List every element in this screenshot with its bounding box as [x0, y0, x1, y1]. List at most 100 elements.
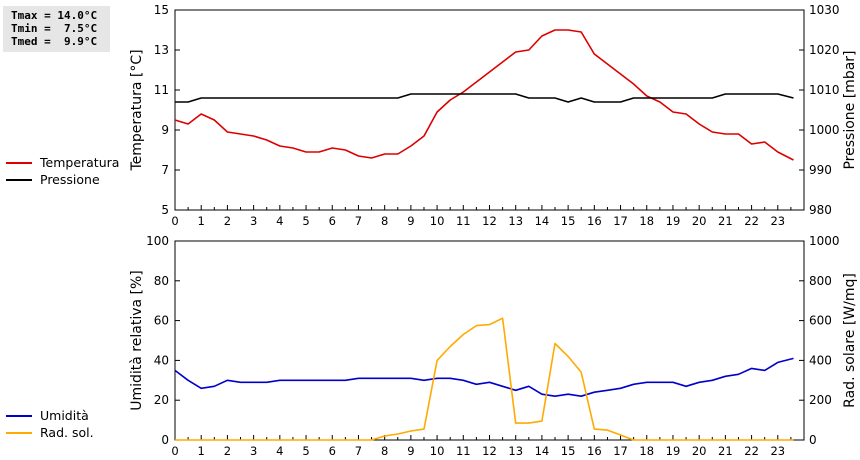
x-tick-label-bottom-9: 9	[407, 444, 414, 458]
x-tick-label-bottom-8: 8	[381, 444, 388, 458]
y-tick-label-left-top-15: 15	[154, 3, 169, 17]
x-tick-label-bottom-15: 15	[561, 444, 576, 458]
x-tick-label-top-13: 13	[508, 214, 523, 228]
y-tick-label-left-bottom-40: 40	[154, 353, 169, 367]
y-axis-title-left-top: Temperatura [°C]	[129, 49, 145, 171]
y-tick-label-left-bottom-60: 60	[154, 314, 169, 328]
y-tick-label-right-bottom-200: 200	[809, 393, 832, 407]
series-line-temperatura	[174, 29, 794, 161]
x-tick-label-bottom-18: 18	[639, 444, 654, 458]
legend-swatch-rad-sol	[6, 431, 32, 434]
x-tick-label-top-21: 21	[718, 214, 733, 228]
x-tick-label-top-2: 2	[224, 214, 231, 228]
legend-label-pressione: Pressione	[40, 172, 100, 187]
x-tick-label-bottom-23: 23	[770, 444, 785, 458]
series-line-umidita	[174, 357, 794, 398]
x-tick-label-top-5: 5	[302, 214, 309, 228]
x-tick-label-bottom-12: 12	[482, 444, 497, 458]
x-tick-label-top-7: 7	[355, 214, 362, 228]
x-tick-label-bottom-5: 5	[302, 444, 309, 458]
y-tick-label-right-bottom-600: 600	[809, 314, 832, 328]
x-tick-label-top-6: 6	[329, 214, 336, 228]
y-tick-label-right-top-980: 980	[809, 203, 832, 217]
x-tick-label-bottom-6: 6	[329, 444, 336, 458]
y-tick-label-right-top-1020: 1020	[809, 43, 840, 57]
stat-tmin: Tmin = 7.5°C	[11, 22, 98, 35]
x-tick-label-bottom-4: 4	[276, 444, 283, 458]
x-tick-label-bottom-0: 0	[171, 444, 178, 458]
x-tick-label-top-10: 10	[430, 214, 445, 228]
x-tick-label-top-0: 0	[171, 214, 178, 228]
x-tick-label-top-3: 3	[250, 214, 257, 228]
legend-item-pressione: Pressione	[6, 171, 119, 188]
x-tick-label-bottom-22: 22	[744, 444, 759, 458]
x-tick-label-bottom-21: 21	[718, 444, 733, 458]
legend-item-temperatura: Temperatura	[6, 154, 119, 171]
x-tick-label-top-20: 20	[692, 214, 707, 228]
y-tick-label-left-top-5: 5	[161, 203, 169, 217]
x-tick-label-top-15: 15	[561, 214, 576, 228]
legend-item-umidita: Umidità	[6, 407, 94, 424]
x-tick-label-top-1: 1	[198, 214, 205, 228]
y-tick-label-right-top-1030: 1030	[809, 3, 840, 17]
legend-swatch-temperatura	[6, 161, 32, 164]
legend-bottom: Umidità Rad. sol.	[6, 407, 94, 441]
x-tick-label-top-4: 4	[276, 214, 283, 228]
plot-frame-top	[174, 9, 805, 211]
y-tick-label-right-bottom-0: 0	[809, 433, 817, 447]
x-tick-label-top-14: 14	[535, 214, 550, 228]
stat-tmed: Tmed = 9.9°C	[11, 35, 98, 48]
x-tick-label-top-22: 22	[744, 214, 759, 228]
legend-label-umidita: Umidità	[40, 408, 89, 423]
x-tick-label-bottom-1: 1	[198, 444, 205, 458]
y-tick-label-left-bottom-0: 0	[161, 433, 169, 447]
legend-swatch-umidita	[6, 414, 32, 417]
x-tick-label-top-8: 8	[381, 214, 388, 228]
legend-item-rad-sol: Rad. sol.	[6, 424, 94, 441]
x-tick-label-bottom-10: 10	[430, 444, 445, 458]
x-tick-label-bottom-20: 20	[692, 444, 707, 458]
y-tick-label-left-top-13: 13	[154, 43, 169, 57]
y-tick-label-right-bottom-800: 800	[809, 274, 832, 288]
y-tick-label-left-top-11: 11	[154, 83, 169, 97]
x-tick-label-top-16: 16	[587, 214, 602, 228]
y-tick-label-left-bottom-100: 100	[146, 234, 169, 248]
legend-label-temperatura: Temperatura	[40, 155, 120, 170]
x-tick-label-bottom-11: 11	[456, 444, 471, 458]
y-axis-title-right-top: Pressione [mbar]	[842, 50, 858, 169]
y-tick-label-right-bottom-400: 400	[809, 353, 832, 367]
y-tick-label-right-top-1000: 1000	[809, 123, 840, 137]
x-tick-label-top-19: 19	[666, 214, 681, 228]
y-tick-label-left-top-9: 9	[161, 123, 169, 137]
stats-box: Tmax = 14.0°C Tmin = 7.5°C Tmed = 9.9°C	[3, 6, 110, 52]
plot-frame-bottom	[174, 240, 805, 441]
y-tick-label-left-bottom-20: 20	[154, 393, 169, 407]
y-tick-label-left-top-7: 7	[161, 163, 169, 177]
x-tick-label-top-9: 9	[407, 214, 414, 228]
y-axis-title-left-bottom: Umidità relativa [%]	[129, 270, 145, 411]
y-axis-title-right-bottom: Rad. solare [W/mq]	[842, 273, 858, 408]
x-tick-label-top-23: 23	[770, 214, 785, 228]
legend-top: Temperatura Pressione	[6, 154, 119, 188]
x-tick-label-top-18: 18	[639, 214, 654, 228]
y-tick-label-right-top-1010: 1010	[809, 83, 840, 97]
y-tick-label-right-top-990: 990	[809, 163, 832, 177]
x-tick-label-bottom-2: 2	[224, 444, 231, 458]
y-tick-label-right-bottom-1000: 1000	[809, 234, 840, 248]
legend-label-rad-sol: Rad. sol.	[40, 425, 94, 440]
x-tick-label-bottom-14: 14	[535, 444, 550, 458]
x-tick-label-top-17: 17	[613, 214, 628, 228]
series-line-rad_sol	[175, 317, 794, 441]
x-tick-label-top-11: 11	[456, 214, 471, 228]
x-tick-label-bottom-19: 19	[666, 444, 681, 458]
x-tick-label-bottom-7: 7	[355, 444, 362, 458]
x-tick-label-bottom-13: 13	[508, 444, 523, 458]
x-tick-label-top-12: 12	[482, 214, 497, 228]
stat-tmax: Tmax = 14.0°C	[11, 9, 98, 22]
x-tick-label-bottom-3: 3	[250, 444, 257, 458]
x-tick-label-bottom-17: 17	[613, 444, 628, 458]
y-tick-label-left-bottom-80: 80	[154, 274, 169, 288]
series-line-pressione	[175, 93, 794, 103]
legend-swatch-pressione	[6, 178, 32, 181]
